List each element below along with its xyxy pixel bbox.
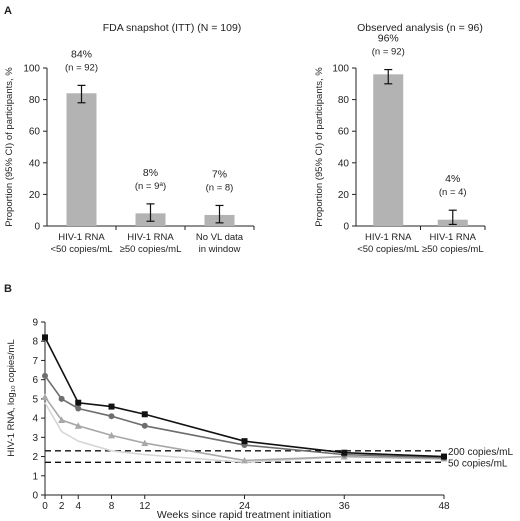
chart-b-ytick-label: 9 [32, 318, 38, 329]
chart-b-ytick-label: 2 [32, 452, 38, 463]
chart-a1-ytick-label: 20 [29, 190, 41, 201]
chart-a2-ylabel: Proportion (95% CI) of participants, % [314, 67, 325, 227]
chart-a2-ytick-label: 0 [343, 222, 349, 233]
chart-b-point-circle [58, 395, 65, 402]
chart-b-ytick-label: 7 [32, 356, 38, 367]
chart-b-point-circle [141, 422, 148, 429]
chart-a1-category-label: in window [199, 244, 241, 255]
chart-a1-category-label: HIV-1 RNA [127, 232, 174, 243]
chart-a1-ytick-label: 100 [23, 64, 40, 75]
chart-b-point-triangle [58, 416, 66, 424]
chart-a2-ytick-label: 100 [332, 64, 349, 75]
chart-a2-value-label: 4% [445, 173, 460, 185]
chart-a2-value-label: 96% [378, 33, 399, 45]
chart-b-ytick-label: 8 [32, 337, 38, 348]
chart-a1-ytick-label: 80 [29, 95, 41, 106]
chart-b-xtick-label: 36 [339, 501, 351, 512]
chart-a1-n-close: ) [163, 181, 166, 192]
chart-a2-category-label: HIV-1 RNA [365, 232, 412, 243]
chart-b-xtick-label: 8 [109, 501, 115, 512]
chart-b-xtick-label: 24 [239, 501, 251, 512]
chart-b-ytick-label: 6 [32, 375, 38, 386]
chart-b-series-line [44, 396, 445, 462]
chart-a1-value-label: 7% [212, 168, 227, 180]
chart-a2-category-label: <50 copies/mL [357, 244, 419, 255]
chart-b-xtick-label: 0 [42, 501, 48, 512]
chart-a1-ytick-label: 0 [34, 222, 40, 233]
chart-b-ylabel: HIV-1 RNA, log₁₀ copies/mL [6, 339, 17, 457]
chart-b-point-triangle [74, 422, 82, 429]
chart-a2-bar [373, 74, 404, 226]
chart-a1-value-label: 8% [143, 167, 158, 179]
chart-a2-ytick-label: 20 [338, 190, 350, 201]
chart-b-xlabel: Weeks since rapid treatment initiation [157, 509, 331, 521]
chart-b-point-square [75, 399, 82, 406]
chart-b-point-circle [42, 372, 48, 379]
chart-b-point-triangle [41, 393, 49, 400]
chart-a1-n-label: (n = 8) [206, 182, 234, 193]
chart-b-series-line [44, 375, 445, 459]
chart-a2-n-label: (n = 92) [372, 47, 405, 58]
chart-b-series-line [44, 402, 445, 464]
chart-a1-title: FDA snapshot (ITT) (N = 109) [103, 22, 242, 34]
chart-b-point-triangle [108, 431, 115, 439]
chart-b-ytick-label: 1 [32, 471, 38, 482]
chart-a1-ytick-label: 60 [29, 127, 41, 138]
chart-a1-category-label: ≥50 copies/mL [120, 244, 182, 255]
chart-a2-ytick-label: 40 [338, 158, 350, 169]
chart-b-point-square [341, 449, 348, 456]
chart-b-ytick-label: 0 [32, 491, 38, 502]
chart-b-point-square [241, 438, 248, 445]
panel-a-label: A [4, 5, 12, 17]
chart-b-xtick-label: 2 [59, 501, 65, 512]
chart-a1-category-label: No VL data [196, 232, 244, 243]
chart-a1-ytick-label: 40 [29, 158, 41, 169]
chart-a1-bar [66, 93, 97, 226]
chart-a1-n-label: (n = 9a) [135, 180, 166, 192]
chart-a1-category-label: <50 copies/mL [50, 244, 112, 255]
chart-b-point-square [141, 411, 148, 418]
chart-b-ytick-label: 5 [32, 394, 38, 405]
chart-a1-value-label: 84% [71, 48, 92, 60]
panel-b-label: B [4, 283, 12, 295]
chart-b-xtick-label: 4 [75, 501, 81, 512]
chart-b-point-circle [75, 405, 82, 412]
chart-b-reference-label: 50 copies/mL [448, 458, 508, 469]
chart-a2-ytick-label: 80 [338, 95, 350, 106]
chart-b-xtick-label: 48 [438, 501, 450, 512]
chart-b-point-triangle [141, 439, 149, 447]
chart-a1-category-label: HIV-1 RNA [58, 232, 105, 243]
chart-a2-n-label: (n = 4) [439, 187, 467, 198]
chart-a2-ytick-label: 60 [338, 127, 350, 138]
chart-a1-ylabel: Proportion (95% CI) of participants, % [4, 67, 15, 227]
chart-b-point-square [42, 334, 48, 341]
chart-b-point-square [441, 453, 447, 460]
chart-a1-n-label: (n = 92) [65, 62, 98, 73]
chart-b-ytick-label: 3 [32, 433, 38, 444]
chart-b-xtick-label: 12 [139, 501, 151, 512]
chart-a1-n-superscript: a [159, 180, 163, 187]
chart-b-point-circle [108, 413, 115, 420]
chart-a2-title: Observed analysis (n = 96) [357, 22, 483, 34]
chart-b-point-square [108, 403, 115, 410]
chart-b-ytick-label: 4 [32, 414, 38, 425]
chart-b-point-triangle [241, 456, 248, 464]
chart-b-reference-label: 200 copies/mL [448, 447, 513, 458]
chart-a2-category-label: ≥50 copies/mL [422, 244, 484, 255]
chart-a2-category-label: HIV-1 RNA [430, 232, 477, 243]
